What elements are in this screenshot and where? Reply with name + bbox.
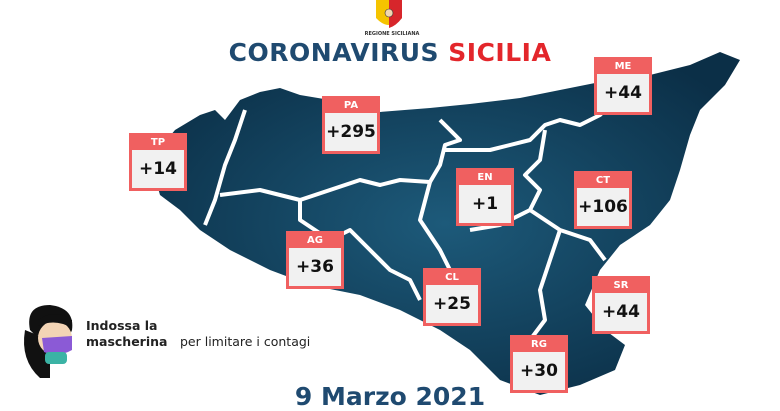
province-box-ag: AG +36	[286, 231, 344, 289]
province-box-rg: RG +30	[510, 335, 568, 393]
title-coronavirus: CORONAVIRUS	[228, 38, 440, 67]
province-box-en: EN +1	[456, 168, 514, 226]
province-box-ct: CT +106	[574, 171, 632, 229]
province-code: CT	[595, 175, 611, 186]
sicily-shape	[150, 52, 740, 395]
province-value: +44	[595, 293, 647, 331]
province-code: RG	[531, 339, 547, 350]
province-code: TP	[150, 137, 166, 148]
province-box-me: ME +44	[594, 57, 652, 115]
date-label: 9 Marzo 2021	[294, 382, 486, 411]
page-title: CORONAVIRUS SICILIA	[0, 38, 780, 67]
province-code: PA	[343, 100, 359, 111]
province-code: SR	[613, 280, 629, 291]
province-value: +44	[597, 74, 649, 112]
regione-siciliana-logo	[376, 0, 402, 28]
province-value: +295	[325, 113, 377, 151]
province-box-pa: PA +295	[322, 96, 380, 154]
province-code: AG	[307, 235, 323, 246]
province-box-tp: TP +14	[129, 133, 187, 191]
province-code: CL	[445, 272, 459, 283]
tip-rest: per limitare i contagi	[179, 334, 311, 349]
province-box-sr: SR +44	[592, 276, 650, 334]
province-value: +36	[289, 248, 341, 286]
tip-bold: Indossa la mascherina	[86, 318, 168, 349]
logo-text: REGIONE SICILIANA	[364, 31, 420, 37]
province-value: +14	[132, 150, 184, 188]
province-box-cl: CL +25	[423, 268, 481, 326]
province-code: ME	[614, 61, 632, 72]
mask-tip: Indossa la mascherina per limitare i con…	[86, 318, 310, 350]
masked-woman-icon	[24, 305, 73, 378]
province-value: +30	[513, 352, 565, 390]
province-value: +25	[426, 285, 478, 323]
title-sicilia: SICILIA	[448, 38, 552, 67]
province-value: +106	[577, 188, 629, 226]
province-code: EN	[477, 172, 493, 183]
province-value: +1	[459, 185, 511, 223]
